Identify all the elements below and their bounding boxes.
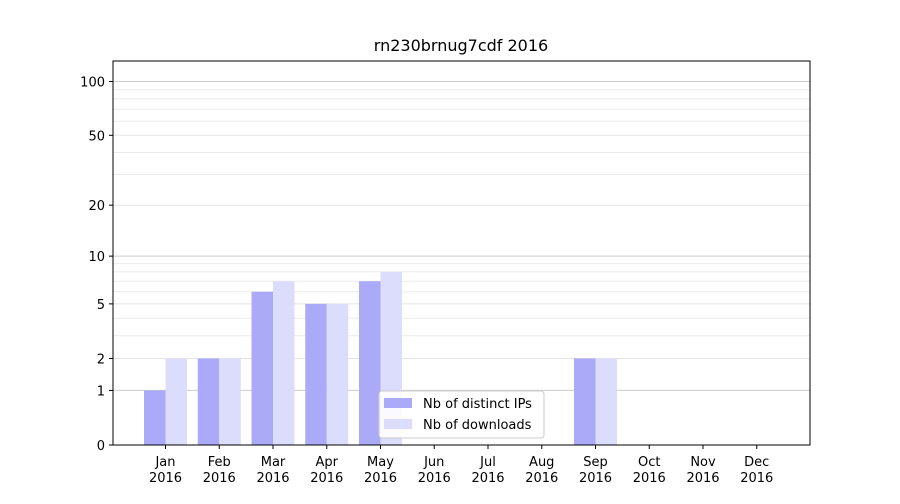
y-tick-label: 5	[97, 298, 105, 313]
bar-distinct-ips	[251, 291, 273, 445]
y-tick-label: 20	[88, 199, 105, 214]
grid-layer	[113, 80, 810, 391]
x-tick-label: Apr 2016	[310, 455, 343, 486]
x-tick-label: Dec 2016	[740, 455, 773, 486]
bar-distinct-ips	[197, 358, 220, 445]
bar-distinct-ips	[574, 358, 596, 445]
chart-title: rn230brnug7cdf 2016	[374, 36, 548, 55]
x-tick-label: Sep 2016	[579, 455, 612, 486]
bar-downloads	[219, 358, 241, 445]
x-tick-label: Feb 2016	[203, 455, 236, 486]
bar-downloads	[273, 281, 295, 445]
bar-downloads	[165, 358, 187, 445]
legend: Nb of distinct IPs Nb of downloads	[378, 390, 545, 439]
bar-distinct-ips	[305, 303, 327, 445]
legend-box	[378, 390, 545, 439]
plot-frame	[112, 60, 811, 446]
x-tick-label: Nov 2016	[686, 455, 719, 486]
y-tick-label: 50	[88, 129, 105, 144]
legend-label: Nb of downloads	[423, 418, 532, 433]
x-tick-label: Oct 2016	[633, 455, 666, 486]
legend-swatch	[384, 419, 412, 429]
x-tick-label: May 2016	[364, 455, 397, 486]
x-tick-label: Jun 2016	[418, 455, 451, 486]
y-tick-label: 1	[97, 384, 105, 399]
bar-downloads	[326, 303, 349, 445]
bar-distinct-ips	[144, 390, 166, 445]
x-tick-label: Jul 2016	[471, 455, 504, 486]
x-axis: Jan 2016 Feb 2016 Mar 2016 Apr 2016 May 2016 Jun 20…	[149, 445, 773, 486]
bar-downloads	[595, 358, 617, 445]
y-tick-label: 0	[97, 439, 105, 454]
y-tick-label: 100	[80, 75, 105, 90]
legend-label: Nb of distinct IPs	[423, 397, 532, 412]
x-tick-label: Jan 2016	[149, 455, 182, 486]
x-tick-label: Mar 2016	[256, 455, 289, 486]
bar-distinct-ips	[359, 281, 381, 445]
y-tick-label: 10	[88, 250, 105, 265]
y-tick-label: 2	[97, 352, 105, 367]
y-axis: 0 1 2 5 10 20 50 100	[80, 75, 113, 454]
bar-layer	[144, 271, 617, 445]
x-tick-label: Aug 2016	[525, 455, 558, 486]
legend-swatch	[384, 398, 412, 408]
